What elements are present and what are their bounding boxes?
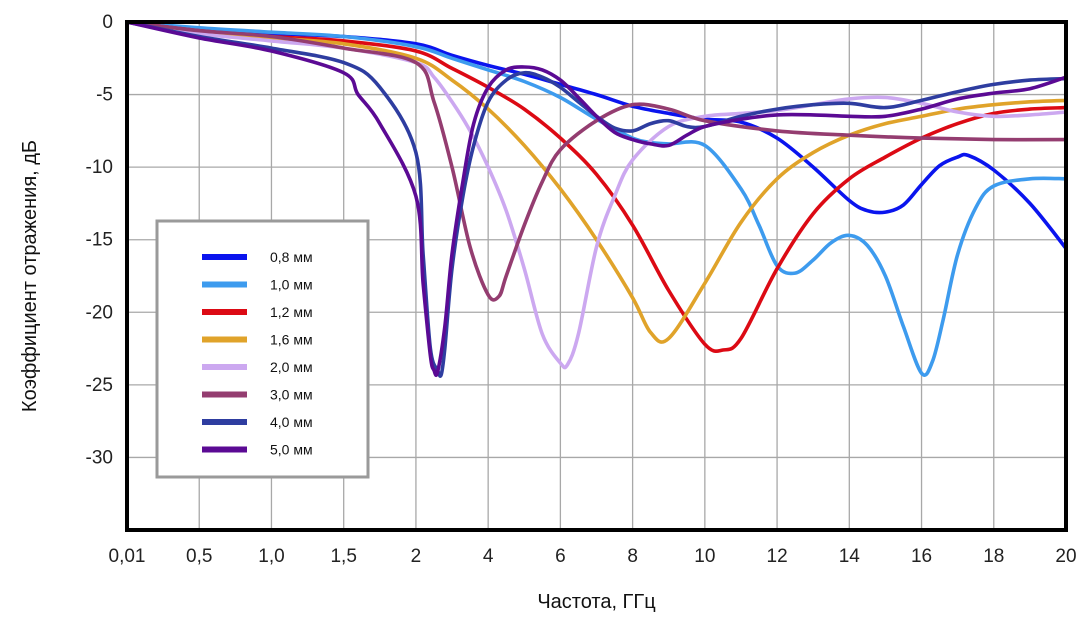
legend-label: 0,8 мм <box>270 249 313 265</box>
x-tick-label: 20 <box>1055 546 1076 567</box>
y-tick-label: -15 <box>86 230 113 251</box>
y-tick-label: -25 <box>86 375 113 396</box>
legend: 0,8 мм 1,0 мм 1,2 мм 1,6 мм 2,0 мм 3,0 мм 4,0 … <box>155 219 370 479</box>
x-tick-label: 0,01 <box>109 546 146 567</box>
legend-label: 1,6 мм <box>270 332 313 348</box>
x-tick-label: 2 <box>411 546 422 567</box>
legend-label: 1,0 мм <box>270 277 313 293</box>
y-tick-label: -5 <box>96 85 113 106</box>
series-line-7 <box>125 20 1068 378</box>
x-tick-label: 12 <box>767 546 788 567</box>
y-tick-label: -10 <box>86 157 113 178</box>
x-tick-label: 1,5 <box>330 546 356 567</box>
series-line-2 <box>125 20 1068 377</box>
series-line-8 <box>125 20 1068 378</box>
x-tick-label: 16 <box>911 546 932 567</box>
x-tick-label: 10 <box>694 546 715 567</box>
legend-label: 3,0 мм <box>270 387 313 403</box>
y-tick-labels: 0 -5 -10 -15 -20 -25 -30 <box>86 12 113 468</box>
x-tick-label: 1,0 <box>258 546 284 567</box>
legend-label: 2,0 мм <box>270 359 313 375</box>
x-tick-label: 8 <box>627 546 638 567</box>
y-tick-label: 0 <box>102 12 113 33</box>
x-tick-label: 18 <box>983 546 1004 567</box>
x-tick-label: 4 <box>483 546 494 567</box>
x-tick-labels: 0,01 0,5 1,0 1,5 2 4 6 8 10 12 14 16 18 20 <box>109 546 1077 567</box>
legend-box <box>155 219 370 479</box>
y-axis-title: Коэффициент отражения, дБ <box>19 140 41 412</box>
series-line-4 <box>125 20 1068 344</box>
x-tick-label: 6 <box>555 546 566 567</box>
y-tick-label: -30 <box>86 447 113 468</box>
legend-label: 5,0 мм <box>270 442 313 458</box>
x-tick-label: 14 <box>839 546 861 567</box>
plot-frame <box>125 20 1068 532</box>
x-axis-title: Частота, ГГц <box>537 591 655 613</box>
x-tick-label: 0,5 <box>186 546 212 567</box>
series-line-6 <box>125 20 1068 302</box>
series-layer <box>125 20 1068 378</box>
y-tick-label: -20 <box>86 302 113 323</box>
series-line-5 <box>125 20 1068 370</box>
legend-label: 1,2 мм <box>270 304 313 320</box>
legend-label: 4,0 мм <box>270 414 313 430</box>
